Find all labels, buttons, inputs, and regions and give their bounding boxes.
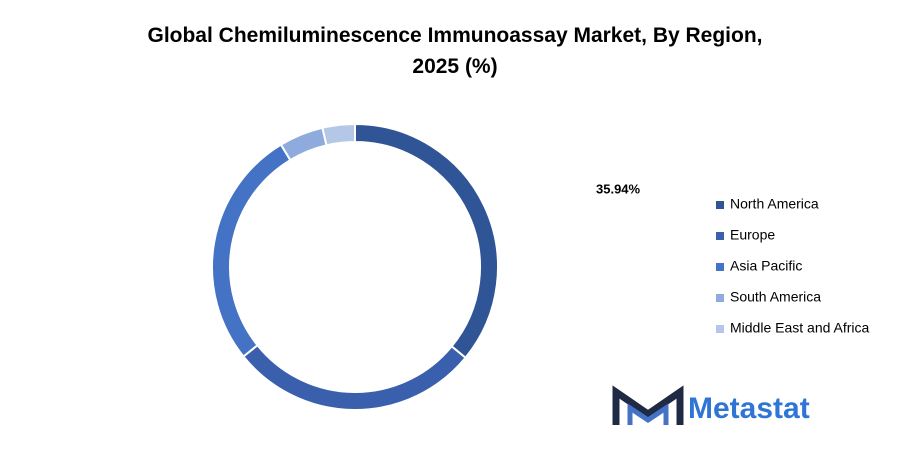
- legend-swatch: [716, 232, 724, 240]
- legend-swatch: [716, 325, 724, 333]
- data-label: 35.94%: [596, 181, 641, 196]
- donut-segment: [211, 143, 292, 358]
- legend-swatch: [716, 201, 724, 209]
- legend-label: Middle East and Africa: [730, 320, 870, 336]
- donut-segment: [242, 343, 467, 411]
- legend-label: Europe: [730, 227, 775, 243]
- legend-label: Asia Pacific: [730, 258, 802, 274]
- legend-label: South America: [730, 289, 821, 305]
- legend-label: North America: [730, 196, 819, 212]
- donut-segment: [279, 126, 328, 162]
- donut-segment: [321, 122, 356, 147]
- legend-swatch: [716, 294, 724, 302]
- logo-text: Metastat: [688, 392, 810, 425]
- logo-icon: [612, 385, 684, 425]
- legend-swatch: [716, 263, 724, 271]
- donut-segment: [354, 122, 499, 360]
- chart-title: Global Chemiluminescence Immunoassay Mar…: [147, 24, 763, 78]
